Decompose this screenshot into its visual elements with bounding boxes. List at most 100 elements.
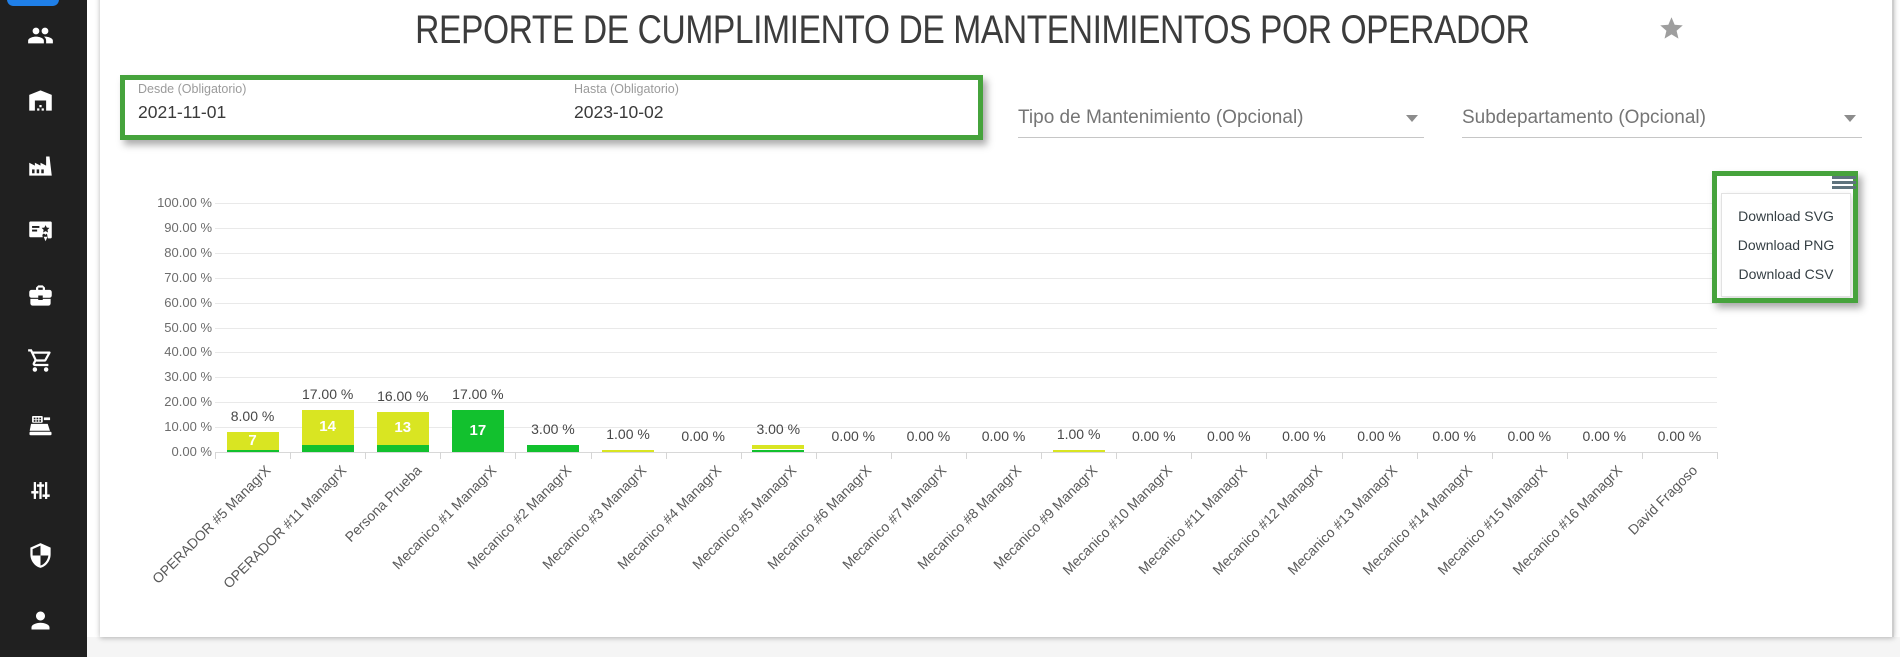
axis-tick — [1341, 452, 1343, 459]
bar-segment-green[interactable] — [752, 449, 805, 452]
bar-count-label: 17 — [469, 421, 487, 439]
tipo-mantenimiento-label: Tipo de Mantenimiento (Opcional) — [1018, 107, 1304, 128]
bar-value-label: 0.00 % — [1507, 428, 1552, 444]
axis-tick — [815, 452, 817, 459]
gridline — [215, 427, 1717, 429]
download-svg-item[interactable]: Download SVG — [1738, 208, 1834, 224]
desde-value[interactable]: 2021-11-01 — [138, 102, 227, 122]
bar-value-label: 0.00 % — [1282, 428, 1326, 444]
y-axis-label: 70.00 % — [164, 269, 212, 285]
x-axis-label: OPERADOR #11 ManagrX — [219, 462, 349, 592]
briefcase-icon[interactable] — [27, 282, 54, 309]
gridline — [215, 227, 1717, 229]
axis-tick — [365, 452, 367, 459]
bar-value-label: 17.00 % — [301, 385, 354, 402]
bar-value-label: 3.00 % — [531, 420, 575, 437]
bar-value-label: 16.00 % — [377, 388, 429, 405]
cash-register-icon[interactable] — [27, 412, 54, 439]
bar-segment-yellow[interactable] — [752, 444, 805, 450]
gridline — [215, 203, 1717, 204]
x-axis-label: Persona Prueba — [341, 462, 425, 545]
axis-tick — [1566, 452, 1568, 459]
bar-count-label: 14 — [319, 418, 336, 436]
bar-count-label: 7 — [248, 431, 257, 449]
bar-segment-green[interactable] — [451, 409, 504, 452]
subdepartamento-label: Subdepartamento (Opcional) — [1462, 107, 1706, 128]
chevron-down-icon — [1844, 114, 1856, 122]
y-axis-label: 50.00 % — [164, 319, 212, 335]
gridline — [215, 402, 1717, 404]
axis-tick — [590, 452, 592, 459]
subdepartamento-select[interactable]: Subdepartamento (Opcional) — [1462, 99, 1862, 138]
chevron-down-icon — [1406, 114, 1418, 122]
bar-value-label: 0.00 % — [906, 428, 951, 444]
bar-segment-green[interactable] — [376, 444, 429, 452]
bar-segment-yellow[interactable] — [376, 412, 429, 445]
bar-value-label: 17.00 % — [452, 385, 504, 402]
bar-value-label: 0.00 % — [1657, 428, 1702, 444]
favorite-star-icon[interactable] — [1658, 15, 1685, 47]
y-axis-label: 80.00 % — [164, 244, 212, 260]
desde-label: Desde (Obligatorio) — [138, 82, 247, 96]
page-background-strip — [87, 637, 1900, 657]
axis-tick — [215, 452, 216, 459]
chart-menu-icon[interactable] — [1832, 176, 1856, 189]
hasta-value[interactable]: 2023-10-02 — [574, 102, 664, 122]
download-png-item[interactable]: Download PNG — [1737, 237, 1835, 253]
y-axis-label: 90.00 % — [164, 219, 212, 235]
gridline — [215, 352, 1717, 354]
bar-value-label: 8.00 % — [230, 408, 275, 425]
person-icon[interactable] — [27, 607, 54, 634]
axis-tick — [440, 452, 442, 459]
shield-icon[interactable] — [27, 542, 54, 569]
gridline — [215, 252, 1717, 254]
desde-input[interactable]: Desde (Obligatorio) 2021-11-01 — [138, 82, 246, 123]
bar-segment-yellow[interactable] — [1052, 449, 1105, 452]
bar-segment-yellow[interactable] — [226, 432, 279, 450]
bar-value-label: 0.00 % — [1432, 428, 1476, 444]
axis-tick — [966, 452, 967, 459]
axis-tick — [1416, 452, 1418, 459]
people-icon[interactable] — [27, 22, 54, 49]
menu-bar — [1832, 185, 1856, 189]
bar-segment-yellow[interactable] — [602, 449, 655, 452]
sidebar-nav — [0, 0, 87, 657]
bar-value-label: 1.00 % — [606, 425, 650, 442]
bar-count-label: 13 — [394, 419, 412, 437]
gridline — [215, 327, 1717, 329]
axis-tick — [1266, 452, 1268, 459]
gridline — [215, 277, 1717, 279]
bar-value-label: 0.00 % — [1357, 428, 1401, 444]
bar-value-label: 0.00 % — [831, 428, 876, 444]
axis-tick — [890, 452, 892, 459]
hasta-input[interactable]: Hasta (Obligatorio) 2023-10-02 — [574, 82, 679, 123]
bar-segment-green[interactable] — [226, 449, 279, 452]
warehouse-icon[interactable] — [27, 87, 54, 114]
axis-tick — [1491, 452, 1493, 459]
y-axis-label: 40.00 % — [164, 344, 212, 360]
y-axis-label: 30.00 % — [164, 369, 212, 385]
bar-value-label: 0.00 % — [681, 428, 725, 444]
axis-tick — [515, 452, 517, 459]
axis-tick — [1116, 452, 1118, 459]
hasta-label: Hasta (Obligatorio) — [574, 82, 679, 96]
bar-segment-green[interactable] — [301, 444, 354, 452]
y-axis-label: 0.00 % — [171, 444, 212, 459]
axis-tick — [1641, 452, 1643, 459]
tipo-mantenimiento-select[interactable]: Tipo de Mantenimiento (Opcional) — [1018, 99, 1424, 138]
shopping-cart-icon[interactable] — [27, 347, 54, 374]
factory-icon[interactable] — [27, 152, 54, 179]
download-csv-item[interactable]: Download CSV — [1738, 266, 1834, 282]
axis-tick — [1717, 452, 1718, 459]
gridline — [215, 302, 1717, 304]
certificate-icon[interactable] — [27, 217, 54, 244]
axis-tick — [290, 452, 292, 459]
bar-segment-green[interactable] — [526, 444, 579, 452]
y-axis-label: 60.00 % — [164, 294, 212, 310]
bar-value-label: 0.00 % — [981, 428, 1026, 444]
x-axis-label: OPERADOR #5 ManagrX — [149, 462, 274, 587]
report-header: REPORTE DE CUMPLIMIENTO DE MANTENIMIENTO… — [100, 8, 1894, 53]
bar-segment-yellow[interactable] — [301, 409, 354, 445]
sliders-icon[interactable] — [27, 477, 54, 504]
